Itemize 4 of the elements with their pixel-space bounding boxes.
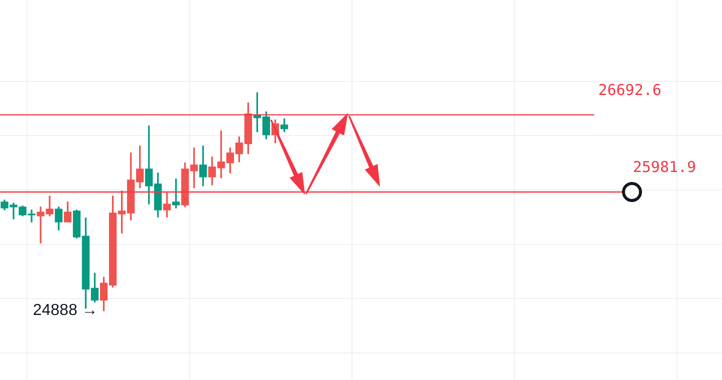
ref-line-label: 26692.6	[598, 80, 662, 99]
annotation: 24888 →	[32, 302, 98, 320]
candlestick	[172, 178, 180, 208]
ref-line-label: 25981.9	[632, 158, 696, 176]
